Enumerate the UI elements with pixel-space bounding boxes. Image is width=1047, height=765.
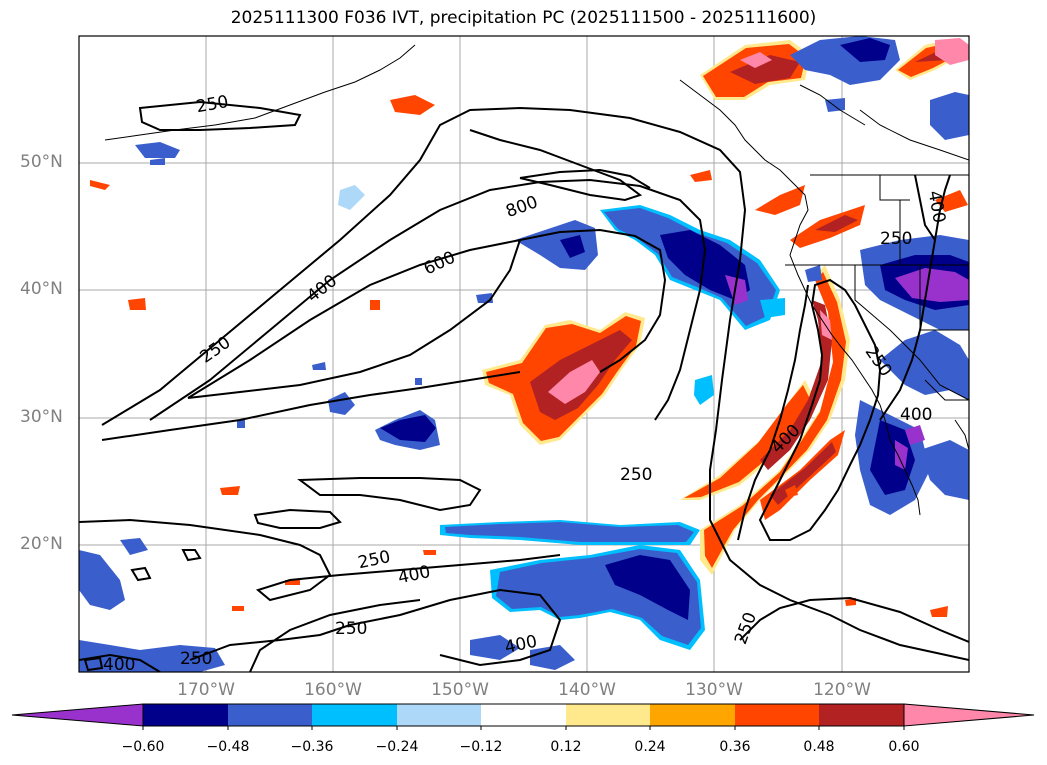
map-area: 250 400 600 800 250 400 250 250 400 250 … (79, 36, 969, 675)
colorbar-tick-label: −0.60 (121, 739, 165, 755)
lon-label: 130°W (685, 680, 743, 700)
map-frame (78, 35, 970, 673)
colorbar-tick-label: 0.36 (719, 739, 751, 755)
lat-label: 30°N (20, 407, 63, 427)
colorbar-tick-label: 0.48 (803, 739, 835, 755)
precip-negative-areas (79, 36, 969, 672)
colorbar-segment (481, 704, 566, 726)
contour-label: 400 (900, 405, 932, 425)
colorbar-segment (397, 704, 481, 726)
colorbar-segment (650, 704, 735, 726)
colorbar-segment (143, 704, 228, 726)
contour-label: 250 (880, 229, 912, 249)
contour-label: 400 (103, 655, 135, 675)
colorbar-segment (819, 704, 904, 726)
colorbar-tick-label: −0.12 (459, 739, 503, 755)
contour-label: 250 (335, 619, 367, 639)
colorbar-segment (566, 704, 650, 726)
contour-label: 250 (620, 465, 652, 485)
colorbar-extend-min (11, 703, 144, 727)
lat-label: 20°N (20, 534, 63, 554)
lon-label: 150°W (431, 680, 489, 700)
colorbar-extend-max (903, 703, 1035, 727)
ivt-contours (79, 100, 969, 672)
contour-label: 250 (180, 649, 212, 669)
colorbar-segment (228, 704, 312, 726)
colorbar-tick-label: −0.24 (375, 739, 419, 755)
colorbar-segment (312, 704, 397, 726)
lon-label: 140°W (558, 680, 616, 700)
colorbar-tick-label: −0.36 (290, 739, 334, 755)
lat-label: 50°N (20, 152, 63, 172)
lat-label: 40°N (20, 279, 63, 299)
colorbar-segment (735, 704, 819, 726)
lon-label: 160°W (304, 680, 362, 700)
lon-label: 170°W (177, 680, 235, 700)
colorbar-tick-label: 0.24 (634, 739, 666, 755)
colorbar (11, 703, 1035, 730)
figure-title: 2025111300 F036 IVT, precipitation PC (2… (230, 8, 817, 28)
colorbar-tick-label: 0.12 (550, 739, 582, 755)
colorbar-tick-label: 0.60 (888, 739, 920, 755)
lon-label: 120°W (813, 680, 871, 700)
coastlines (104, 44, 969, 516)
colorbar-tick-label: −0.48 (206, 739, 250, 755)
